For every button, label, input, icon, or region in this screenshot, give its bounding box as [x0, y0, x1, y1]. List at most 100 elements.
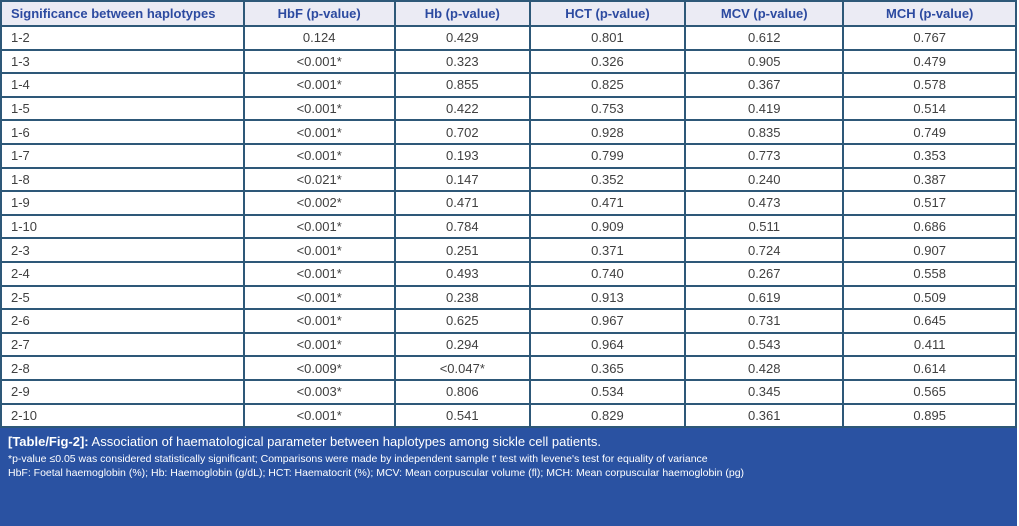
haplotype-pair-cell: 1-5	[0, 95, 245, 122]
p-value-cell: 0.251	[393, 237, 531, 263]
haplotype-pair-cell: 2-3	[0, 237, 245, 263]
table-row: 1-7 <0.001* 0.193 0.799 0.773 0.353	[0, 142, 1017, 169]
column-header: HCT (p-value)	[528, 0, 687, 27]
p-value-cell: 0.429	[393, 25, 531, 51]
p-value-cell: <0.001*	[242, 331, 396, 358]
haplotype-pair-cell: 2-6	[0, 308, 245, 334]
p-value-cell: 0.855	[393, 72, 531, 98]
p-value-cell: <0.001*	[242, 48, 396, 75]
table-row: 2-6 <0.001* 0.625 0.967 0.731 0.645	[0, 308, 1017, 334]
p-value-cell: 0.702	[393, 119, 531, 145]
haplotype-pair-cell: 2-10	[0, 402, 245, 429]
significance-footnote: *p-value ≤0.05 was considered statistica…	[8, 453, 708, 466]
caption-text: Association of haematological parameter …	[91, 434, 602, 450]
table-row: 2-7 <0.001* 0.294 0.964 0.543 0.411	[0, 331, 1017, 358]
p-value-cell: 0.686	[842, 213, 1017, 240]
p-value-cell: 0.767	[842, 25, 1017, 51]
table-row: 1-2 0.124 0.429 0.801 0.612 0.767	[0, 25, 1017, 51]
p-value-cell: 0.493	[393, 260, 531, 287]
table-row: 1-9 <0.002* 0.471 0.471 0.473 0.517	[0, 190, 1017, 216]
p-value-cell: 0.740	[528, 260, 687, 287]
p-value-cell: 0.731	[684, 308, 845, 334]
p-value-cell: 0.353	[842, 142, 1017, 169]
p-value-cell: 0.267	[684, 260, 845, 287]
p-value-cell: <0.001*	[242, 95, 396, 122]
p-value-cell: <0.001*	[242, 142, 396, 169]
table-row: 2-9 <0.003* 0.806 0.534 0.345 0.565	[0, 378, 1017, 405]
haplotype-pair-cell: 1-3	[0, 48, 245, 75]
p-value-cell: <0.001*	[242, 213, 396, 240]
p-value-cell: <0.047*	[393, 355, 531, 381]
p-value-cell: 0.799	[528, 142, 687, 169]
p-value-cell: 0.645	[842, 308, 1017, 334]
p-value-cell: 0.614	[842, 355, 1017, 381]
table-row: 1-10 <0.001* 0.784 0.909 0.511 0.686	[0, 213, 1017, 240]
table-row: 1-4 <0.001* 0.855 0.825 0.367 0.578	[0, 72, 1017, 98]
column-header: Hb (p-value)	[393, 0, 531, 27]
p-value-cell: 0.534	[528, 378, 687, 405]
p-value-cell: <0.009*	[242, 355, 396, 381]
p-value-cell: 0.479	[842, 48, 1017, 75]
table-body: 1-2 0.124 0.429 0.801 0.612 0.767 1-3 <0.001* 0.…	[0, 25, 1017, 429]
p-value-cell: 0.541	[393, 402, 531, 429]
significance-table: Significance between haplotypes HbF (p-va…	[0, 0, 1017, 429]
table-row: 2-5 <0.001* 0.238 0.913 0.619 0.509	[0, 284, 1017, 311]
haplotype-pair-cell: 2-7	[0, 331, 245, 358]
table-row: 1-5 <0.001* 0.422 0.753 0.419 0.514	[0, 95, 1017, 122]
haplotype-pair-cell: 2-4	[0, 260, 245, 287]
haplotype-pair-cell: 1-6	[0, 119, 245, 145]
p-value-cell: 0.365	[528, 355, 687, 381]
p-value-cell: 0.749	[842, 119, 1017, 145]
abbreviations-footnote: HbF: Foetal haemoglobin (%); Hb: Haemogl…	[8, 467, 745, 480]
p-value-cell: <0.001*	[242, 308, 396, 334]
p-value-cell: 0.558	[842, 260, 1017, 287]
p-value-cell: 0.806	[393, 378, 531, 405]
table-row: 2-8 <0.009* <0.047* 0.365 0.428 0.614	[0, 355, 1017, 381]
p-value-cell: 0.517	[842, 190, 1017, 216]
p-value-cell: 0.352	[528, 166, 687, 193]
p-value-cell: <0.003*	[242, 378, 396, 405]
p-value-cell: 0.784	[393, 213, 531, 240]
p-value-cell: 0.509	[842, 284, 1017, 311]
haplotype-pair-cell: 1-8	[0, 166, 245, 193]
p-value-cell: 0.124	[242, 25, 396, 51]
p-value-cell: 0.909	[528, 213, 687, 240]
p-value-cell: <0.001*	[242, 237, 396, 263]
p-value-cell: 0.471	[528, 190, 687, 216]
p-value-cell: 0.612	[684, 25, 845, 51]
p-value-cell: 0.825	[528, 72, 687, 98]
p-value-cell: <0.001*	[242, 284, 396, 311]
p-value-cell: 0.565	[842, 378, 1017, 405]
table-row: 1-8 <0.021* 0.147 0.352 0.240 0.387	[0, 166, 1017, 193]
table-row: 2-10 <0.001* 0.541 0.829 0.361 0.895	[0, 402, 1017, 429]
p-value-cell: 0.326	[528, 48, 687, 75]
header-row: Significance between haplotypes HbF (p-va…	[0, 0, 1017, 27]
p-value-cell: 0.371	[528, 237, 687, 263]
p-value-cell: 0.895	[842, 402, 1017, 429]
p-value-cell: 0.619	[684, 284, 845, 311]
table-caption: [Table/Fig-2]: Association of haematolog…	[8, 433, 1009, 450]
p-value-cell: 0.578	[842, 72, 1017, 98]
p-value-cell: 0.835	[684, 119, 845, 145]
column-header: HbF (p-value)	[242, 0, 396, 27]
p-value-cell: 0.323	[393, 48, 531, 75]
table-caption-band: [Table/Fig-2]: Association of haematolog…	[0, 428, 1017, 526]
p-value-cell: 0.964	[528, 331, 687, 358]
haplotype-pair-cell: 1-10	[0, 213, 245, 240]
p-value-cell: 0.387	[842, 166, 1017, 193]
p-value-cell: 0.471	[393, 190, 531, 216]
p-value-cell: 0.294	[393, 331, 531, 358]
p-value-cell: <0.001*	[242, 260, 396, 287]
column-header: MCV (p-value)	[684, 0, 845, 27]
haplotype-pair-cell: 1-9	[0, 190, 245, 216]
haplotype-pair-cell: 2-8	[0, 355, 245, 381]
table-row: 2-4 <0.001* 0.493 0.740 0.267 0.558	[0, 260, 1017, 287]
p-value-cell: 0.422	[393, 95, 531, 122]
p-value-cell: 0.361	[684, 402, 845, 429]
table-row: 1-6 <0.001* 0.702 0.928 0.835 0.749	[0, 119, 1017, 145]
p-value-cell: <0.001*	[242, 402, 396, 429]
p-value-cell: 0.905	[684, 48, 845, 75]
p-value-cell: 0.625	[393, 308, 531, 334]
p-value-cell: 0.773	[684, 142, 845, 169]
